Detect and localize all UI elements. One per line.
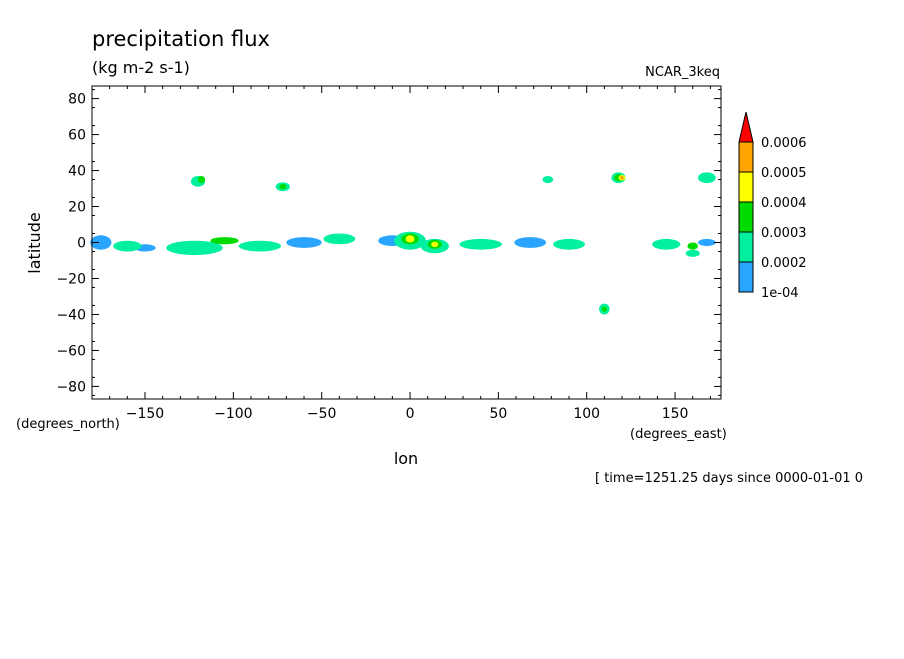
colorbar-label: 0.0002 xyxy=(761,256,807,271)
colorbar-label: 1e-04 xyxy=(761,286,799,301)
contour-region xyxy=(286,237,322,248)
contour-region xyxy=(113,240,142,252)
contour-region xyxy=(431,241,439,247)
colorbar-box xyxy=(738,171,754,203)
y-units-label: (degrees_north) xyxy=(16,417,120,432)
x-tick-label: −150 xyxy=(126,406,164,422)
contour-region xyxy=(685,249,700,257)
x-axis-label: lon xyxy=(394,449,418,468)
chart-title: precipitation flux xyxy=(92,27,270,51)
contour-region xyxy=(553,238,585,250)
contour-region xyxy=(323,233,356,245)
contour-region xyxy=(698,172,716,184)
contour-region xyxy=(601,306,608,312)
colorbar-box xyxy=(738,231,754,263)
y-tick-label: 40 xyxy=(68,164,86,180)
colorbar-box xyxy=(738,201,754,233)
contour-region xyxy=(459,238,502,250)
contour-region xyxy=(90,235,112,250)
x-tick-label: −100 xyxy=(214,406,252,422)
dataset-label: NCAR_3keq xyxy=(645,65,720,80)
contour-region xyxy=(210,237,239,245)
y-tick-label: 80 xyxy=(68,92,86,108)
y-tick-label: 20 xyxy=(68,200,86,216)
y-tick-label: −60 xyxy=(56,343,86,359)
colorbar-overflow-arrow xyxy=(738,111,754,143)
colorbar: 1e-04 0.0002 0.0003 0.0004 0.0005 0.0006 xyxy=(738,111,807,301)
y-tick-label: −80 xyxy=(56,379,86,395)
x-tick-label: 150 xyxy=(662,406,689,422)
contour-region xyxy=(542,175,554,184)
contour-region xyxy=(687,242,699,250)
contour-region xyxy=(238,240,282,252)
x-units-label: (degrees_east) xyxy=(630,427,727,442)
contour-region xyxy=(514,237,547,248)
colorbar-box xyxy=(738,141,754,173)
colorbar-label: 0.0005 xyxy=(761,166,807,181)
contour-region xyxy=(405,235,415,243)
colorbar-label: 0.0006 xyxy=(761,136,807,151)
contour-region xyxy=(166,240,223,256)
x-tick-label: 100 xyxy=(573,406,600,422)
y-axis-ticks: 80 60 40 20 0 −20 −40 −60 −80 xyxy=(56,89,721,396)
contour-region xyxy=(652,238,681,250)
time-label: [ time=1251.25 days since 0000-01-01 0 xyxy=(595,471,863,486)
y-tick-label: 0 xyxy=(77,236,86,252)
colorbar-label: 0.0004 xyxy=(761,196,807,211)
contour-regions xyxy=(90,172,716,315)
colorbar-label: 0.0003 xyxy=(761,226,807,241)
y-axis-label: latitude xyxy=(25,212,44,273)
x-tick-label: −50 xyxy=(307,406,337,422)
x-tick-label: 50 xyxy=(489,406,507,422)
y-tick-label: −40 xyxy=(56,307,86,323)
contour-region xyxy=(620,175,624,180)
contour-region xyxy=(198,175,206,184)
y-tick-label: 60 xyxy=(68,128,86,144)
x-axis-ticks: −150 −100 −50 0 50 100 150 xyxy=(109,86,711,422)
colorbar-box xyxy=(738,261,754,293)
contour-region xyxy=(279,184,287,190)
y-tick-label: −20 xyxy=(56,271,86,287)
contour-region xyxy=(698,238,716,247)
chart-units: (kg m-2 s-1) xyxy=(92,58,190,77)
x-tick-label: 0 xyxy=(406,406,415,422)
